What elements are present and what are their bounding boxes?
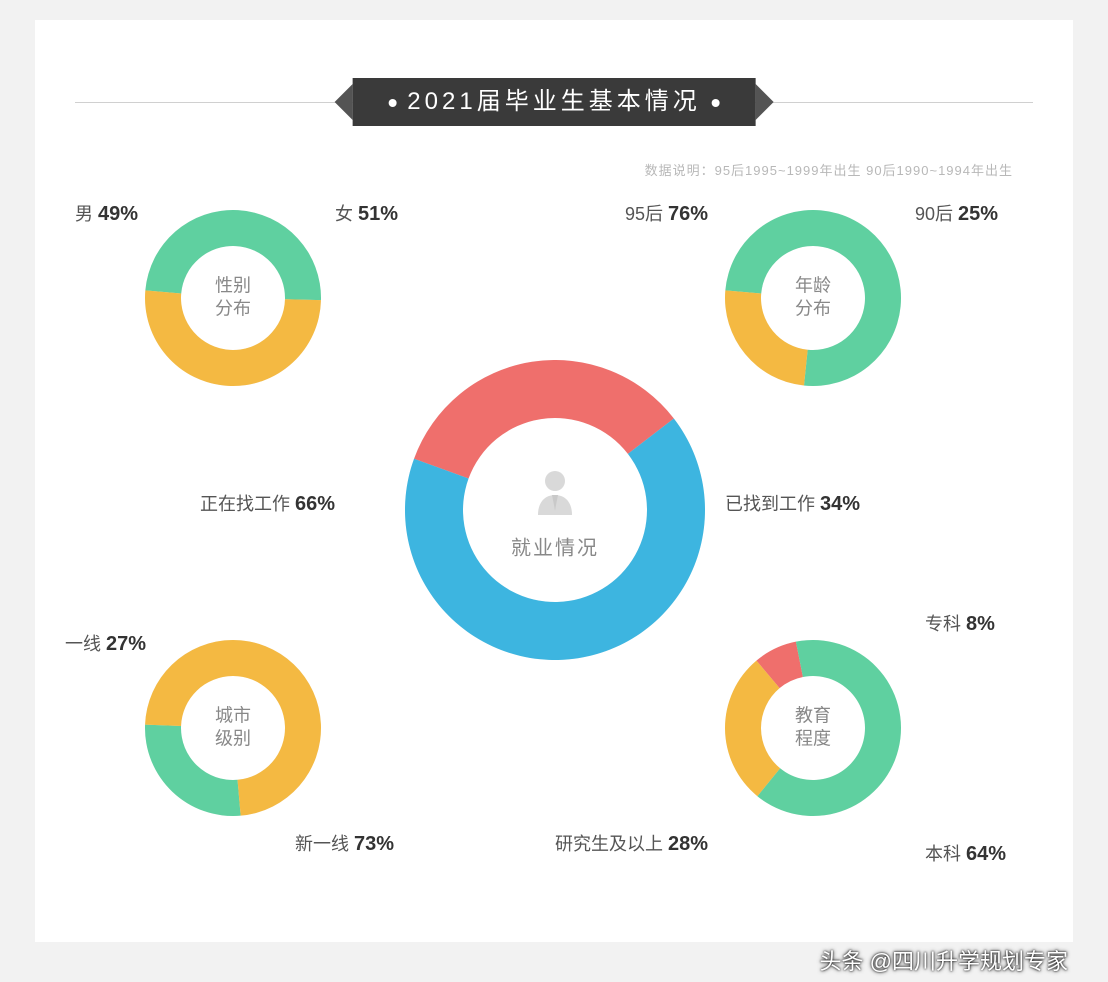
label-female: 女 51% bbox=[335, 200, 398, 226]
chart-gender: 性别分布 男 49% 女 51% bbox=[145, 210, 321, 386]
label-searching: 正在找工作 66% bbox=[200, 490, 335, 516]
label-tier1: 一线 27% bbox=[65, 630, 146, 656]
label-newtier1: 新一线 73% bbox=[295, 830, 394, 856]
label-found: 已找到工作 34% bbox=[725, 490, 860, 516]
label-yanjiu: 研究生及以上 28% bbox=[555, 830, 708, 856]
label-benke: 本科 64% bbox=[925, 840, 1006, 866]
chart-edu-center: 教育程度 bbox=[795, 705, 831, 752]
label-zhuanke: 专科 8% bbox=[925, 610, 995, 636]
data-note: 数据说明：95后1995~1999年出生 90后1990~1994年出生 bbox=[645, 160, 1013, 179]
chart-employment-center: 就业情况 bbox=[511, 532, 599, 561]
chart-edu: 教育程度 专科 8% 本科 64% 研究生及以上 28% bbox=[725, 640, 901, 816]
page-title: 2021届毕业生基本情况 bbox=[353, 78, 756, 126]
chart-gender-center: 性别分布 bbox=[215, 275, 251, 322]
chart-employment: 就业情况 正在找工作 66% 已找到工作 34% bbox=[405, 360, 705, 660]
title-ribbon: 2021届毕业生基本情况 bbox=[35, 78, 1073, 126]
person-icon bbox=[528, 465, 582, 519]
chart-age-center: 年龄分布 bbox=[795, 275, 831, 322]
chart-age: 年龄分布 95后 76% 90后 25% bbox=[725, 210, 901, 386]
watermark: 头条 @四川升学规划专家 bbox=[820, 944, 1068, 976]
title-text: 2021届毕业生基本情况 bbox=[407, 88, 700, 115]
label-95: 95后 76% bbox=[625, 200, 708, 226]
label-male: 男 49% bbox=[75, 200, 138, 226]
chart-city: 城市级别 一线 27% 新一线 73% bbox=[145, 640, 321, 816]
label-90: 90后 25% bbox=[915, 200, 998, 226]
chart-city-center: 城市级别 bbox=[215, 705, 251, 752]
